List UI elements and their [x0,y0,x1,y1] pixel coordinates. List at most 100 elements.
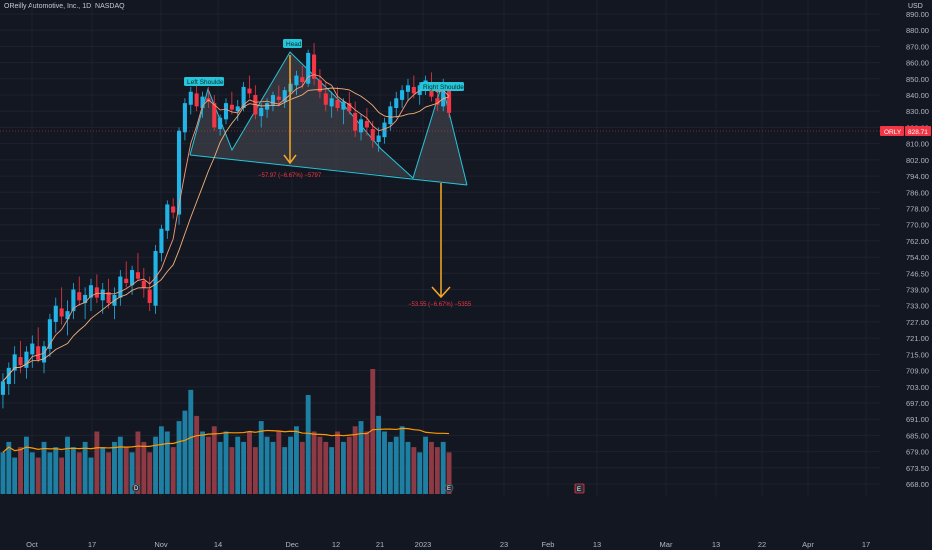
y-tick-label: 810.00 [906,140,929,149]
volume-bar [6,441,12,494]
candle-body [282,90,287,102]
volume-bar [434,447,440,494]
right-shoulder-label[interactable]: Right Shoulder [420,82,467,91]
y-tick-label: 850.00 [906,75,929,84]
neckline [189,154,468,186]
y-tick-label: 770.00 [906,221,929,230]
volume-bar [247,431,252,494]
left-shoulder-label[interactable]: Left Shoulder [184,77,227,86]
y-tick-label: 727.00 [906,318,929,327]
candle-body [18,357,23,366]
y-tick-label: 754.00 [906,253,929,262]
volume-bar [158,426,164,494]
x-tick-label: Mar [660,540,673,549]
volume-bar [335,431,340,494]
price-tag-symbol: ORLY [884,129,902,136]
candle-body [358,119,364,133]
head-label[interactable]: Head [283,39,302,48]
candle-body [411,86,416,94]
y-tick-label: 762.00 [906,237,929,246]
volume-bar [106,452,112,494]
volume-bar [47,452,53,494]
volume-ma-line [2,427,450,453]
x-tick-label: 12 [332,540,340,549]
x-tick-label: 2023 [415,540,432,549]
x-tick-label: 21 [376,540,384,549]
candle-body [441,85,446,107]
candle-body [447,86,452,113]
y-tick-label: 679.00 [906,448,929,457]
candle-body [24,351,29,368]
future-earnings-marker[interactable]: E [574,483,585,494]
volume-bar [147,452,153,494]
candle-body [323,93,328,105]
head-and-shoulders-pattern[interactable] [189,51,468,186]
volume-bar [217,441,223,494]
candle-body [182,103,187,133]
volume-bar [241,441,247,494]
earnings-marker[interactable]: E [444,483,454,493]
candle-body [83,294,88,304]
candle-body [124,278,129,284]
volume-bar [170,447,176,494]
pattern-left-area [190,52,413,178]
volume-bar [317,436,323,494]
volume-bar [12,457,18,494]
candle-body [329,98,334,107]
candle-body [276,96,281,100]
head-projection-label: −57.97 (−6.67%) −5797 [258,173,322,179]
volume-bar [82,441,88,494]
candle-body [347,103,352,112]
volume-bar [329,447,335,494]
candle-body [265,103,270,110]
y-tick-label: 880.00 [906,26,929,35]
candle-body [394,98,399,108]
volume-bar [382,431,387,494]
x-tick-label: Apr [802,540,814,549]
volume-bar [123,447,129,494]
candle-body [165,204,170,231]
volume-bar [117,436,123,494]
candle-body [53,305,58,322]
volume-bar [305,395,311,494]
volume-bar [129,452,135,494]
volume-bar [70,447,76,494]
volume-bar [188,389,194,494]
volume-bar [393,436,399,494]
y-tick-label: 739.00 [906,286,929,295]
x-tick-label: 13 [712,540,720,549]
price-tag: ORLY 828.71 [880,126,931,136]
candle-body [153,251,158,306]
target-projection-label: −53.55 (−6.67%) −5355 [408,302,472,308]
volume-bar [235,436,241,494]
svg-text:E: E [447,486,451,492]
x-tick-label: 14 [214,540,222,549]
candle-body [65,311,70,320]
volume-bar [141,441,147,494]
svg-text:D: D [134,486,139,492]
volume-bar [112,441,117,494]
volume-bar [176,421,182,494]
candle-body [270,95,276,105]
volume-bar [0,452,6,494]
candle-body [41,346,47,363]
x-tick-label: Nov [154,540,168,549]
dividend-marker[interactable]: D [131,483,141,493]
candle-body [176,130,182,215]
candle-body [200,96,205,108]
candle-body [130,270,135,286]
ma-fast-line [2,74,450,382]
volume-ma-path [2,427,450,453]
candle-body [241,86,246,108]
volume-bar [164,431,170,494]
y-tick-label: 786.00 [906,188,929,197]
candle-body [188,91,193,105]
price-tag-value: 828.71 [908,129,928,136]
candle-body [376,135,381,143]
candle-body [106,292,111,304]
candle-body [194,93,199,107]
volume-bar [299,441,305,494]
candle-body [294,75,299,86]
ma-slow-line [2,87,450,382]
